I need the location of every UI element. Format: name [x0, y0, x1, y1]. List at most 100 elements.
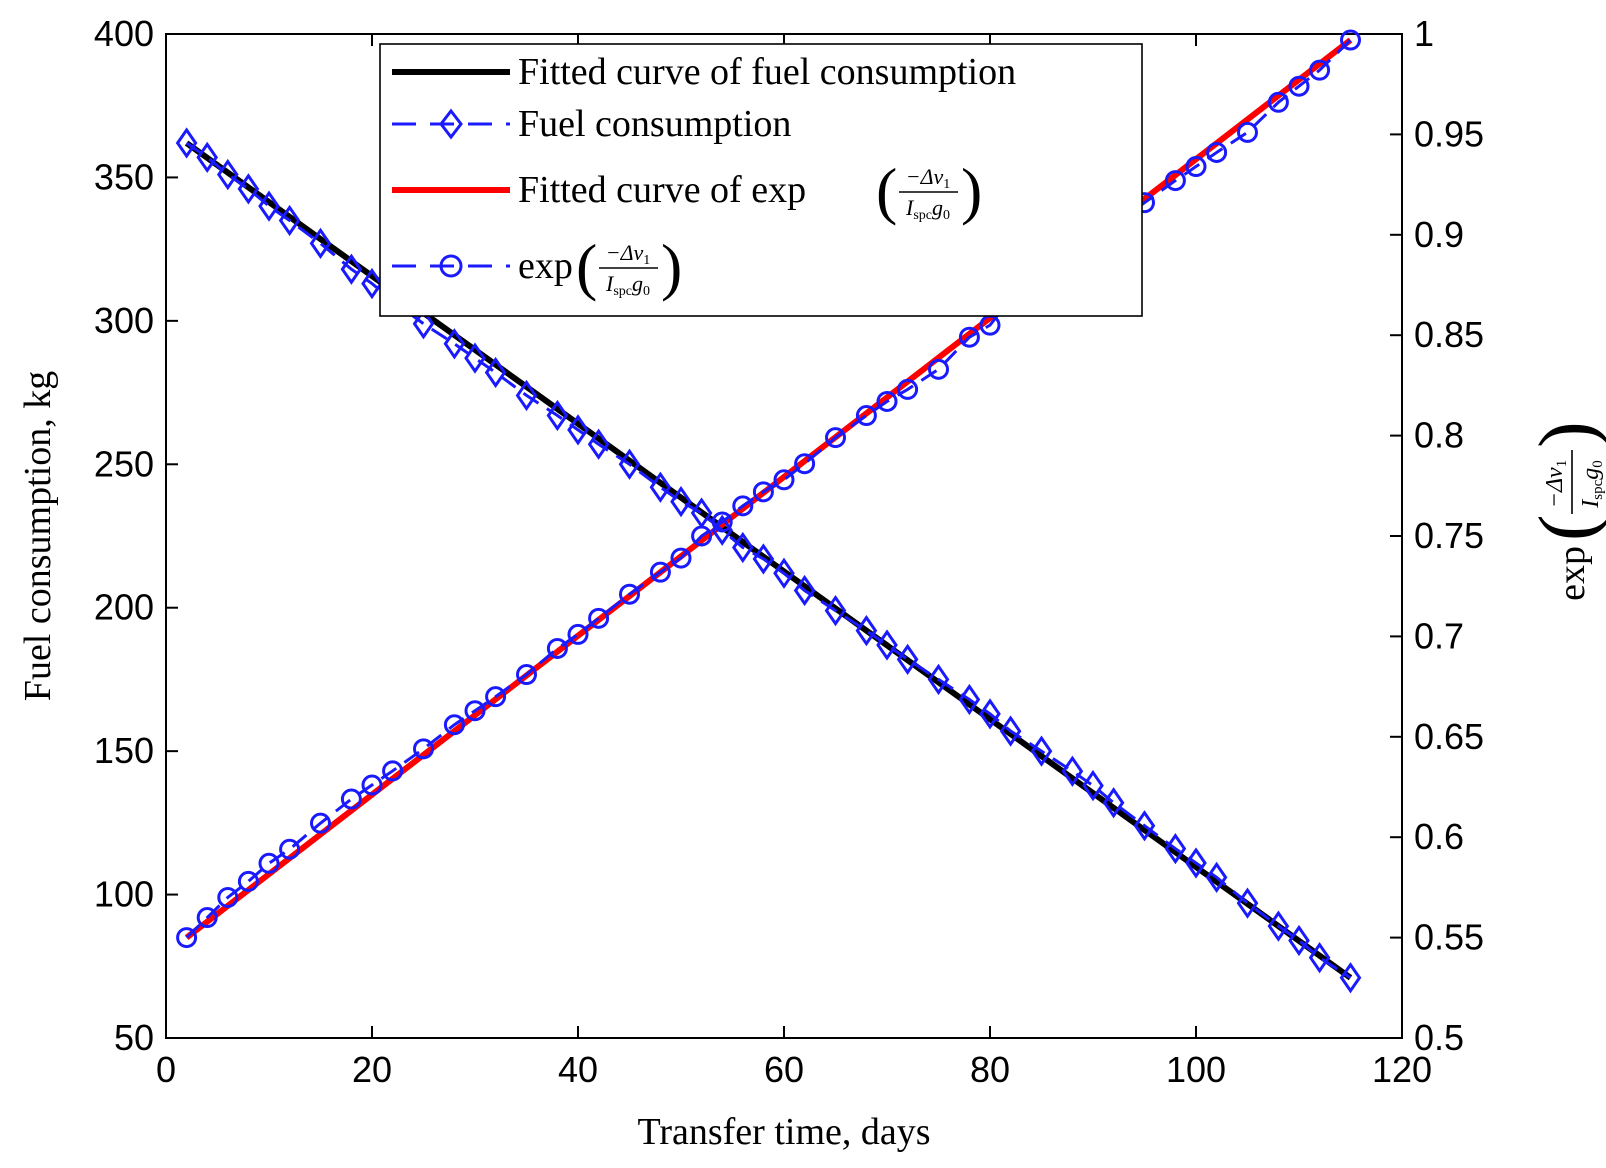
fuel-point	[237, 173, 260, 205]
fuel-point	[196, 141, 219, 173]
fuel-point	[1236, 887, 1259, 919]
x-axis-ticks: 0 20 40 60 80 100 120	[156, 34, 1432, 1090]
fuel-point	[515, 379, 538, 412]
exp-point	[237, 870, 259, 892]
exp-point	[546, 637, 568, 659]
legend-fitted-exp-paren-right: )	[961, 155, 982, 226]
exp-point	[382, 760, 404, 782]
exp-point	[711, 511, 733, 533]
exp-point	[928, 358, 949, 380]
exp-point	[413, 738, 434, 760]
legend-exp-denominator: Ispcg0	[605, 271, 650, 299]
legend-fitted-exp-denominator: Ispcg0	[905, 195, 950, 223]
exp-point	[176, 927, 198, 949]
y-right-tick-label: 0.75	[1414, 515, 1484, 556]
exp-point	[1206, 141, 1228, 163]
legend-entry-fitted-fuel: Fitted curve of fuel consumption	[392, 51, 1016, 93]
exp-point	[340, 788, 362, 810]
legend-exp-numerator: −Δv1	[606, 240, 651, 268]
fuel-point	[1082, 769, 1104, 802]
y-right-axis-label: exp ( −Δv1 Ispcg0 )	[1524, 421, 1606, 601]
legend-fitted-exp-numerator: −Δv1	[906, 164, 951, 192]
y-left-tick-label: 150	[94, 730, 154, 771]
fuel-point	[824, 594, 847, 627]
fuel-point	[484, 356, 507, 389]
exp-point	[310, 812, 331, 834]
legend-label-fitted-fuel: Fitted curve of fuel consumption	[518, 51, 1016, 93]
fuel-point	[278, 204, 301, 237]
exp-point	[485, 686, 507, 708]
exp-point	[897, 378, 919, 400]
fuel-point	[793, 574, 816, 607]
fuel-point	[1288, 924, 1310, 957]
exp-point	[649, 561, 671, 583]
exp-point	[619, 583, 640, 605]
y-right-tick-label: 0.6	[1414, 816, 1464, 857]
y-left-tick-label: 100	[94, 874, 154, 915]
y-left-tick-label: 250	[94, 443, 154, 484]
fuel-point	[876, 629, 898, 661]
exp-point	[361, 774, 383, 796]
exp-point	[196, 907, 218, 929]
fuel-point	[927, 663, 950, 696]
y-right-tick-label: 0.95	[1414, 113, 1484, 154]
y-right-frac-denominator: Ispcg0	[1578, 460, 1606, 509]
fuel-point	[1102, 787, 1125, 819]
y-right-axis-ticks: 0.5 0.55 0.6 0.65 0.7 0.75 0.8 0.85 0.9 0.95 1	[1390, 13, 1484, 1058]
exp-point	[516, 664, 537, 686]
y-left-tick-label: 50	[114, 1017, 154, 1058]
exp-point	[958, 326, 980, 348]
y-right-paren-left: (	[1524, 514, 1606, 541]
legend-box	[379, 43, 1143, 317]
fuel-point	[958, 683, 981, 716]
exp-point	[1340, 29, 1361, 51]
legend-exp-paren-left: (	[576, 231, 597, 302]
exp-point	[1185, 156, 1207, 178]
y-left-tick-label: 350	[94, 156, 154, 197]
fuel-point	[999, 715, 1022, 747]
fuel-point	[1267, 910, 1290, 942]
exp-point	[1288, 75, 1310, 97]
fuel-point	[464, 342, 486, 374]
exp-point	[588, 607, 610, 629]
fuel-point	[175, 127, 198, 159]
fuel-point	[649, 471, 672, 503]
legend-entry-fitted-exp: Fitted curve of exp ( −Δv1 Ispcg0 )	[392, 155, 982, 226]
fuel-point	[1339, 962, 1362, 994]
legend: Fitted curve of fuel consumption Fuel co…	[379, 43, 1143, 317]
y-right-tick-label: 0.8	[1414, 415, 1464, 456]
y-right-tick-label: 0.85	[1414, 314, 1484, 355]
fuel-point	[1308, 942, 1331, 974]
y-right-axis-label-text: exp	[1551, 546, 1593, 601]
fuel-point	[361, 267, 383, 300]
y-right-paren-right: )	[1524, 421, 1606, 448]
x-tick-label: 80	[970, 1049, 1010, 1090]
exp-point	[217, 886, 239, 908]
exp-point	[464, 700, 486, 722]
exp-point	[1164, 170, 1186, 192]
x-tick-label: 100	[1166, 1049, 1226, 1090]
fuel-point	[711, 514, 734, 546]
exp-point	[443, 714, 465, 736]
fuel-point	[752, 543, 775, 575]
exp-point	[1309, 59, 1331, 81]
legend-label-fitted-exp: Fitted curve of exp	[518, 169, 806, 211]
fuel-point	[1133, 810, 1156, 842]
x-tick-label: 60	[764, 1049, 804, 1090]
fuel-point	[309, 227, 332, 260]
legend-fitted-exp-paren-left: (	[876, 155, 897, 226]
x-tick-label: 20	[352, 1049, 392, 1090]
y-right-tick-label: 0.7	[1414, 615, 1464, 656]
exp-point	[794, 453, 816, 475]
fuel-point	[567, 414, 589, 446]
fuel-point	[731, 531, 754, 564]
fuel-point	[855, 615, 878, 647]
legend-label-exp: exp	[518, 245, 573, 287]
fuel-point	[1164, 833, 1187, 865]
y-right-tick-label: 0.65	[1414, 716, 1484, 757]
y-right-tick-label: 0.5	[1414, 1017, 1464, 1058]
exp-point	[752, 481, 774, 503]
y-left-tick-label: 200	[94, 587, 154, 628]
exp-point	[691, 525, 713, 547]
legend-exp-paren-right: )	[661, 231, 682, 302]
